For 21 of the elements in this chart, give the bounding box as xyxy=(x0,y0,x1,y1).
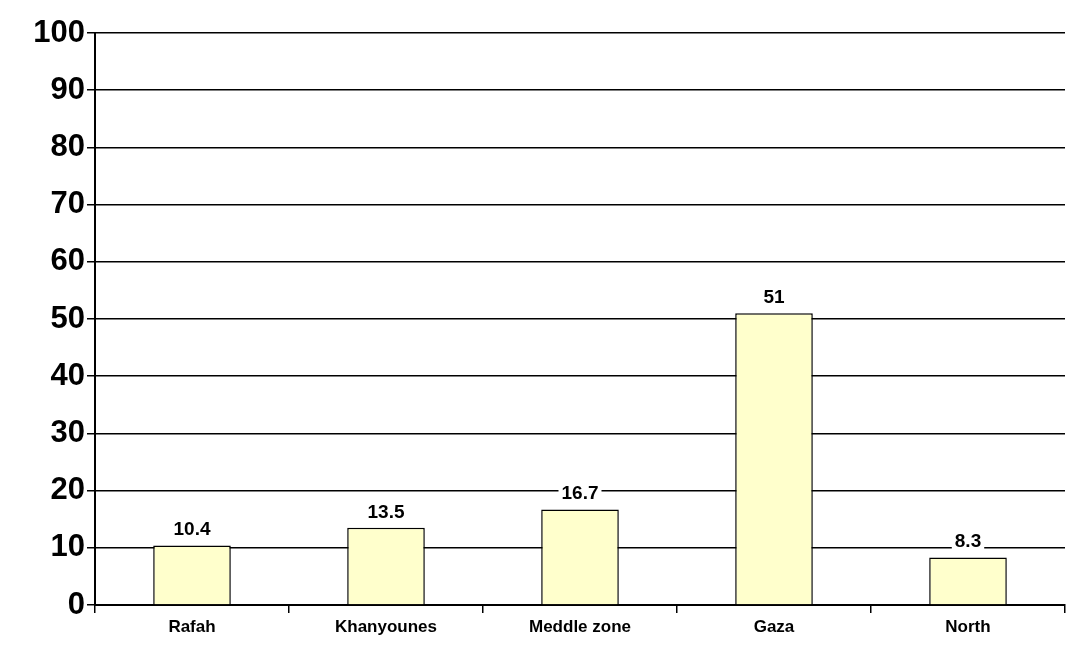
y-tick-label: 0 xyxy=(67,585,85,621)
x-tick-label: Khanyounes xyxy=(334,616,438,636)
data-label: 8.3 xyxy=(954,530,982,552)
y-tick-label: 70 xyxy=(50,185,85,221)
x-tick-label: Rafah xyxy=(168,616,216,636)
y-tick-label: 40 xyxy=(50,356,85,392)
y-tick-label: 60 xyxy=(50,242,85,278)
data-label: 51 xyxy=(763,286,785,308)
y-tick-label: 80 xyxy=(50,127,85,163)
x-tick-label: North xyxy=(945,616,991,636)
data-label: 10.4 xyxy=(173,518,211,540)
y-tick-label: 100 xyxy=(33,13,85,49)
y-tick-label: 90 xyxy=(50,70,85,106)
y-tick-label: 30 xyxy=(50,413,85,449)
y-tick-label: 50 xyxy=(50,299,85,335)
y-tick-label: 10 xyxy=(50,528,85,564)
y-tick-label: 20 xyxy=(50,471,85,507)
x-tick-label: Gaza xyxy=(753,616,795,636)
data-label: 16.7 xyxy=(561,482,599,504)
data-label: 13.5 xyxy=(367,500,405,522)
x-tick-label: Meddle zone xyxy=(528,616,632,636)
